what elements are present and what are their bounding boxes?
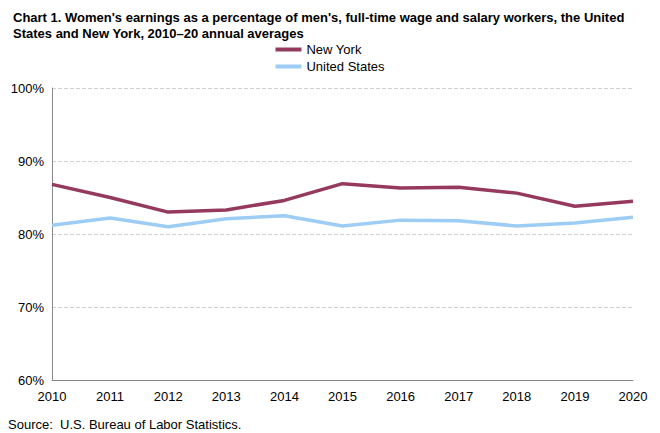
svg-text:New York: New York xyxy=(306,42,361,57)
svg-text:2010: 2010 xyxy=(38,389,67,404)
svg-text:2019: 2019 xyxy=(560,389,589,404)
svg-text:90%: 90% xyxy=(18,154,44,169)
svg-text:2015: 2015 xyxy=(328,389,357,404)
svg-text:60%: 60% xyxy=(18,373,44,388)
svg-text:2018: 2018 xyxy=(502,389,531,404)
svg-text:Chart 1. Women's earnings as a: Chart 1. Women's earnings as a percentag… xyxy=(13,10,628,25)
svg-text:2013: 2013 xyxy=(212,389,241,404)
svg-text:2011: 2011 xyxy=(96,389,124,404)
svg-text:2016: 2016 xyxy=(386,389,415,404)
svg-text:2012: 2012 xyxy=(154,389,183,404)
svg-text:2017: 2017 xyxy=(444,389,473,404)
svg-text:70%: 70% xyxy=(18,300,44,315)
svg-text:80%: 80% xyxy=(18,227,44,242)
svg-text:2020: 2020 xyxy=(619,389,648,404)
svg-text:States and New York, 2010–20 a: States and New York, 2010–20 annual aver… xyxy=(13,26,304,41)
svg-text:100%: 100% xyxy=(11,81,45,96)
svg-text:Source: U.S. Bureau of Labor: Source: U.S. Bureau of Labor Statistics. xyxy=(8,417,241,432)
svg-text:2014: 2014 xyxy=(270,389,299,404)
svg-text:United States: United States xyxy=(306,59,385,74)
